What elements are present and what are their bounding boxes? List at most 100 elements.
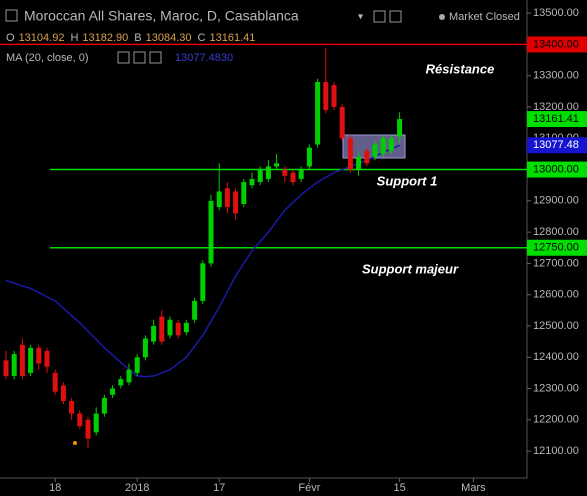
ohlc-label: B (134, 32, 141, 44)
annotation: Support 1 (377, 173, 438, 188)
ma-line (5, 144, 400, 378)
candle-body (52, 372, 58, 392)
chart-title: Moroccan All Shares, Maroc, D, Casablanc… (24, 8, 299, 24)
ohlc-label: H (70, 32, 78, 44)
status-dot (439, 14, 445, 20)
candle-body (364, 150, 370, 164)
dropdown-icon[interactable]: ▾ (358, 12, 363, 23)
price-tag (527, 36, 587, 53)
x-tick-label: Mars (461, 482, 486, 494)
candle-body (167, 319, 173, 336)
x-tick-label: 2018 (125, 482, 149, 494)
y-tick-label: 12600.00 (533, 289, 579, 301)
ohlc-value: 13182.90 (82, 32, 128, 44)
y-tick-label: 12900.00 (533, 195, 579, 207)
indicator-settings-icon[interactable] (133, 51, 146, 64)
candle-body (151, 325, 157, 342)
ohlc-value: 13161.41 (209, 32, 255, 44)
candle-body (224, 188, 230, 208)
y-tick-label: 12100.00 (533, 445, 579, 457)
candle-body (290, 172, 296, 183)
price-tag-label: 13000.00 (533, 163, 579, 175)
candle-body (85, 419, 91, 439)
y-tick-label: 12300.00 (533, 382, 579, 394)
candle-body (372, 144, 378, 158)
candle-body (257, 169, 263, 183)
candle-body (331, 85, 337, 107)
event-marker (73, 441, 77, 445)
candle-body (388, 138, 394, 151)
candle-body (200, 263, 206, 301)
candle-body (183, 322, 189, 333)
indicator-value: 13077.4830 (175, 52, 233, 64)
candle-body (110, 388, 116, 395)
price-tag (527, 239, 587, 256)
candle-body (282, 169, 288, 176)
candle-body (118, 379, 124, 386)
plot-area (0, 43, 527, 448)
price-tag-label: 13400.00 (533, 38, 579, 50)
candle-body (233, 191, 239, 214)
candle-body (216, 191, 222, 208)
price-tag-label: 13077.48 (533, 139, 579, 151)
candle-body (77, 413, 83, 427)
annotation: Résistance (426, 61, 495, 76)
y-tick-label: 13200.00 (533, 101, 579, 113)
price-tag-label: 13161.41 (533, 113, 579, 125)
settings-icon[interactable] (373, 10, 386, 23)
candle-body (274, 163, 280, 167)
x-tick-label: Févr (298, 482, 320, 494)
ohlc-label: O (6, 32, 15, 44)
candle-body (249, 178, 255, 186)
candle-body (323, 81, 329, 111)
candle-body (101, 397, 107, 414)
candle-body (36, 347, 42, 364)
candle-body (142, 338, 148, 358)
candle-body (126, 369, 132, 383)
y-tick-label: 13300.00 (533, 70, 579, 82)
candle-body (347, 138, 353, 170)
candle-body (192, 300, 198, 320)
candle-body (306, 147, 312, 167)
candle-body (69, 401, 75, 414)
candle-body (134, 357, 140, 373)
candle-body (208, 200, 214, 264)
candle-body (28, 347, 34, 373)
annotation: Support majeur (362, 261, 459, 276)
candle-body (11, 354, 17, 377)
x-tick-label: 17 (213, 482, 225, 494)
y-tick-label: 12400.00 (533, 351, 579, 363)
ohlc-label: C (198, 32, 206, 44)
candle-body (159, 316, 165, 342)
candle-body (315, 81, 321, 145)
y-tick-label: 12200.00 (533, 414, 579, 426)
price-tag (527, 137, 587, 154)
ohlc-value: 13084.30 (146, 32, 192, 44)
candle-body (265, 166, 271, 179)
candle-body (19, 344, 25, 377)
candle-body (356, 157, 362, 170)
y-tick-label: 12800.00 (533, 226, 579, 238)
y-tick-label: 12700.00 (533, 257, 579, 269)
price-tag (527, 111, 587, 128)
indicator-close-icon[interactable] (149, 51, 162, 64)
candle-body (44, 350, 50, 367)
x-tick-label: 18 (49, 482, 61, 494)
market-status: Market Closed (449, 11, 520, 23)
indicator-name: MA (20, close, 0) (6, 52, 89, 64)
candle-body (93, 413, 99, 433)
close-icon[interactable] (389, 10, 402, 23)
candle-body (298, 169, 304, 179)
candle-body (380, 138, 386, 154)
price-tag (527, 161, 587, 178)
candle-body (397, 119, 403, 137)
candle-body (241, 182, 247, 204)
collapse-icon[interactable] (5, 9, 18, 22)
ohlc-value: 13104.92 (19, 32, 65, 44)
price-tag-label: 12750.00 (533, 242, 579, 254)
y-tick-label: 13500.00 (533, 7, 579, 19)
indicator-visibility-icon[interactable] (117, 51, 130, 64)
candle-body (339, 106, 345, 139)
